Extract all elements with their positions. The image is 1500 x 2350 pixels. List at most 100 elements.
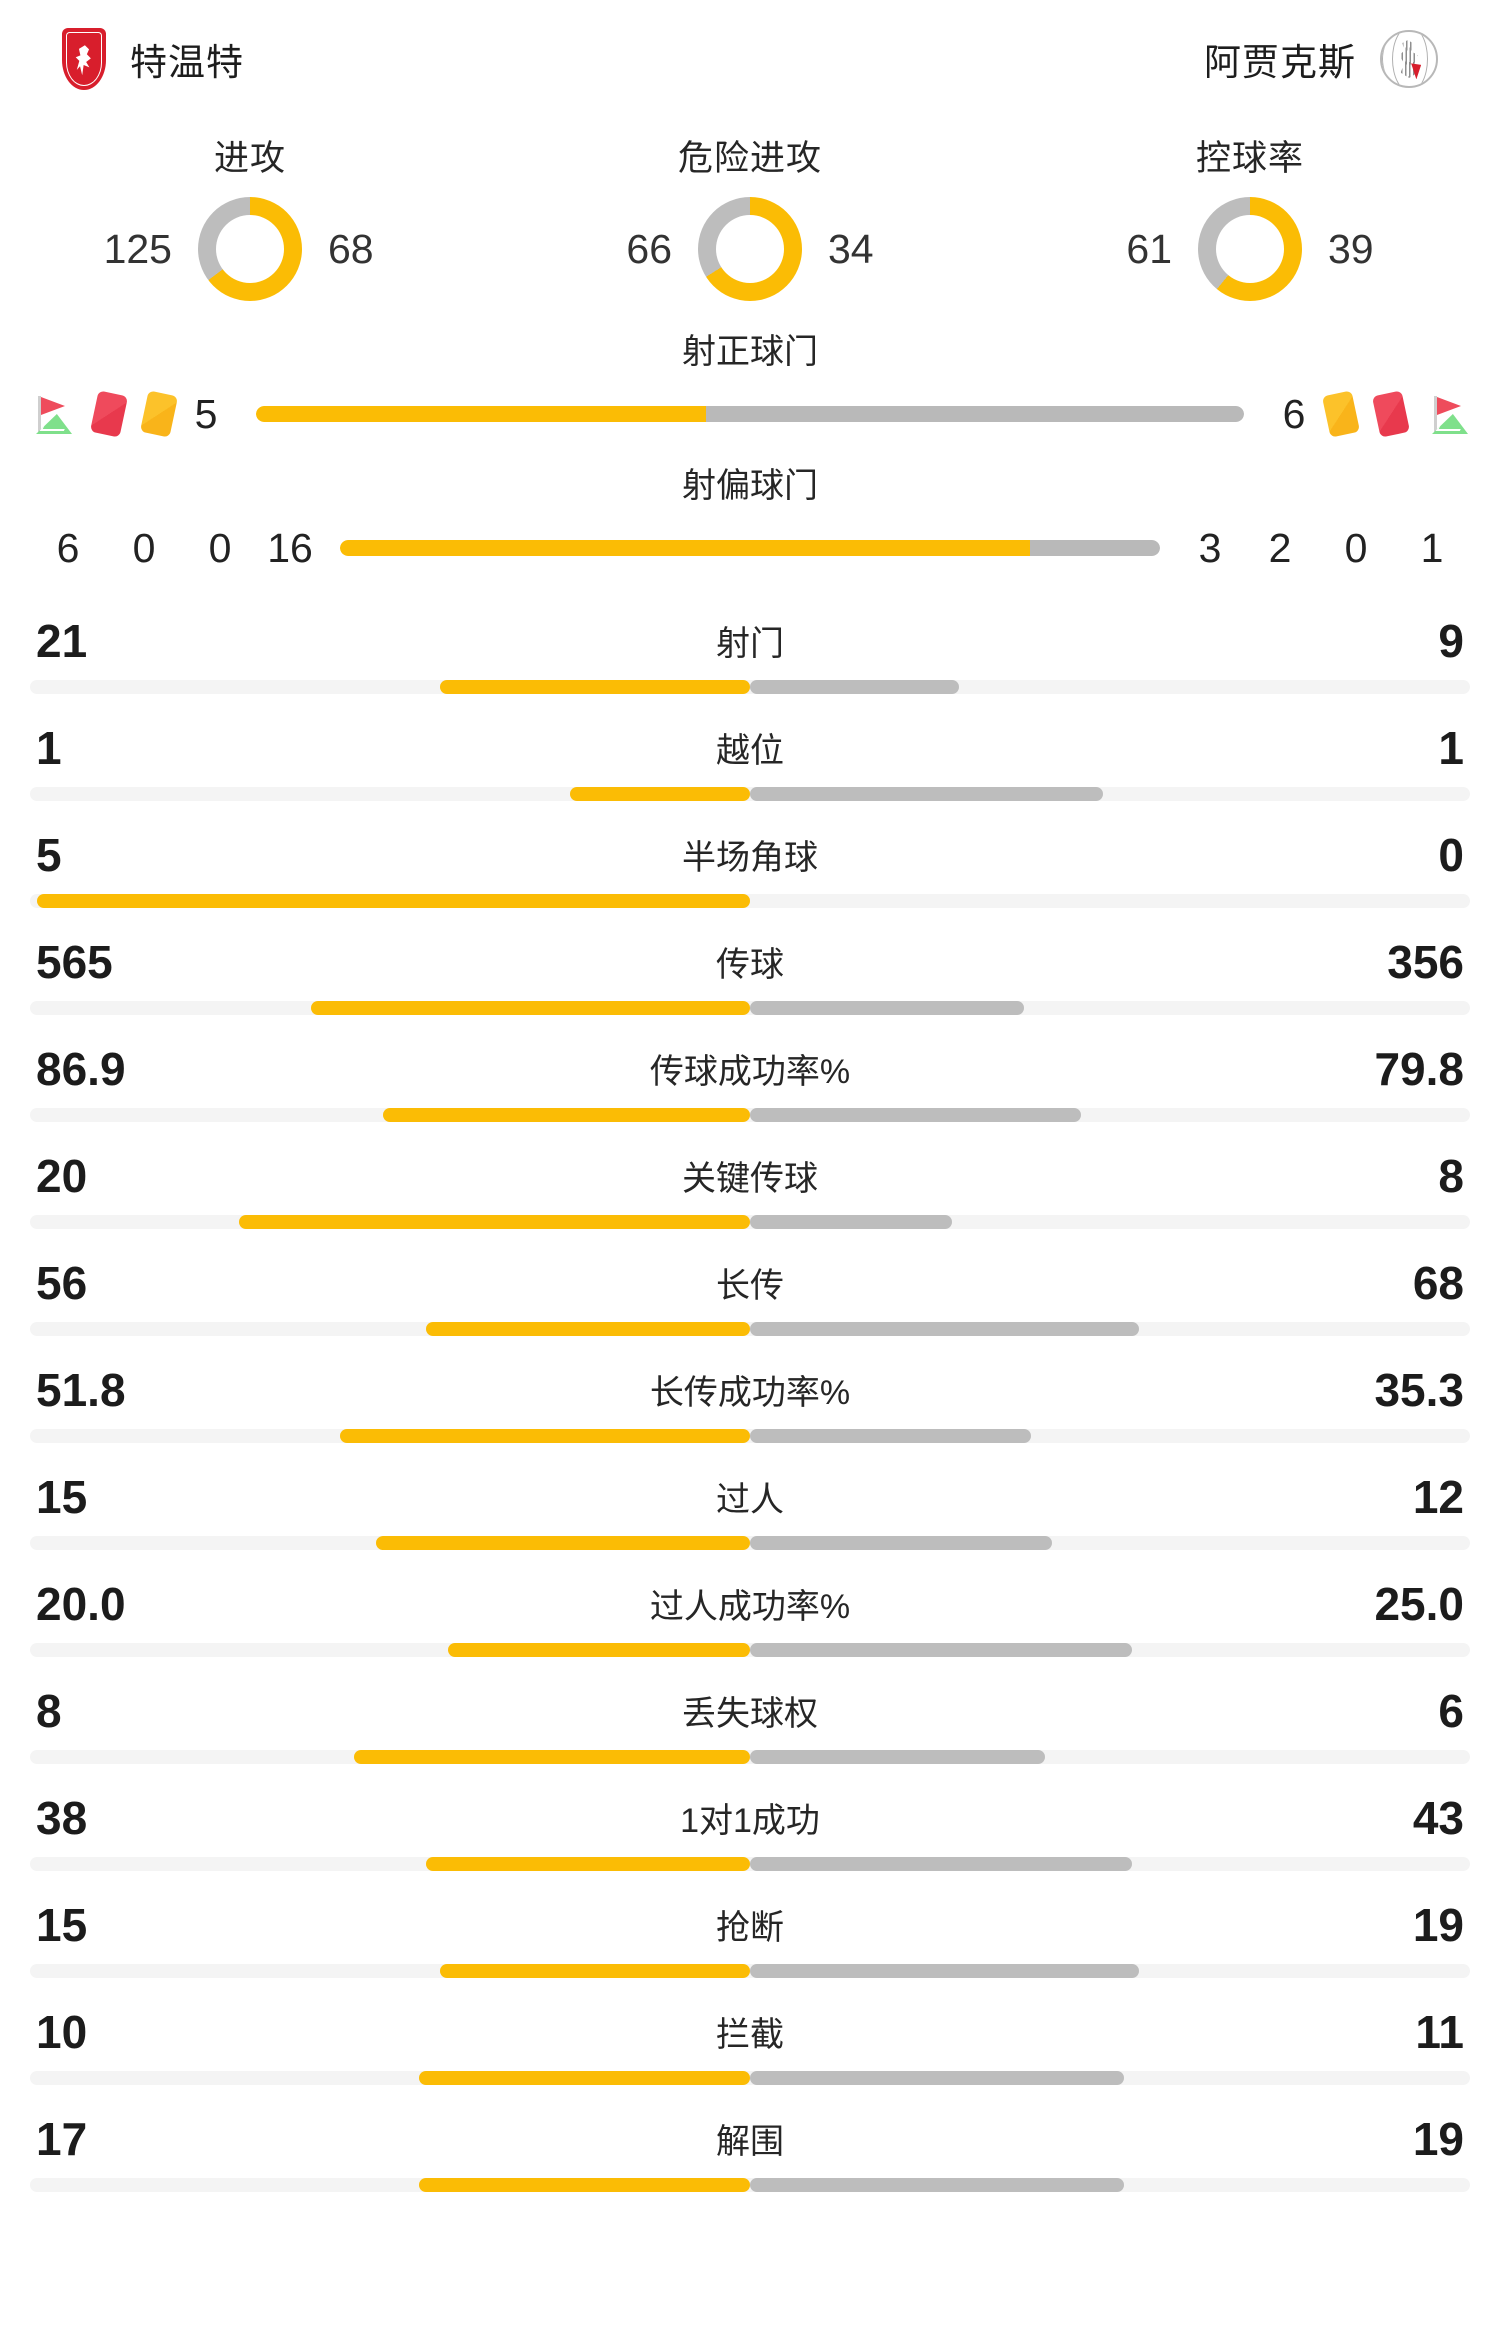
corner-flag-icon [1426, 392, 1470, 436]
stat-home-value: 15 [36, 1899, 88, 1951]
donut-away-value: 68 [328, 225, 374, 272]
bar-away-fill [750, 1215, 952, 1229]
bar-away-fill [750, 1536, 1053, 1550]
shots-off-target-away: 3 [1198, 524, 1222, 571]
table-row: 10 拦截 11 [30, 1987, 1470, 2094]
table-row: 56 长传 68 [30, 1238, 1470, 1345]
shots-on-target-bar [256, 406, 1244, 422]
bar-home-fill [418, 2071, 750, 2085]
away-red-card-count: 0 [1344, 524, 1368, 571]
stat-label: 1对1成功 [680, 1802, 820, 1840]
bar-home-fill [382, 1108, 750, 1122]
bar-home-fill [354, 1750, 750, 1764]
stat-label: 传球 [716, 946, 784, 984]
ajax-crest-icon [1380, 30, 1438, 88]
bar-home-fill [310, 1001, 750, 1015]
stat-home-value: 5 [36, 829, 62, 881]
bar-home-fill [256, 406, 706, 422]
stat-label: 半场角球 [682, 839, 818, 877]
table-row: 17 解围 19 [30, 2094, 1470, 2201]
stat-home-value: 86.9 [36, 1043, 126, 1095]
stat-home-value: 20 [36, 1150, 88, 1202]
stat-bar-track [30, 680, 1470, 694]
shots-off-target-label: 射偏球门 [682, 467, 818, 505]
bar-home-fill [339, 1429, 750, 1443]
donut-chart [198, 197, 302, 301]
stat-label: 过人 [716, 1481, 784, 1519]
stat-label: 关键传球 [682, 1160, 818, 1198]
shots-on-target-row: 5 6 [30, 370, 1470, 458]
red-card-icon [89, 390, 129, 438]
shots-off-target-home: 16 [267, 524, 313, 571]
yellow-card-icon [1321, 390, 1361, 438]
shots-on-target-label: 射正球门 [682, 333, 818, 371]
stat-away-value: 43 [1412, 1792, 1464, 1844]
bar-home-fill [375, 1536, 750, 1550]
table-row: 5 半场角球 0 [30, 810, 1470, 917]
home-corner-count: 6 [56, 524, 80, 571]
bar-away-fill [750, 1857, 1132, 1871]
stat-away-value: 356 [1387, 936, 1464, 988]
donut-home-value: 61 [1126, 225, 1172, 272]
away-team: 阿贾克斯 [1204, 30, 1438, 88]
home-discipline-values: 6 0 0 [30, 525, 258, 572]
home-team-name: 特温特 [130, 42, 244, 83]
table-row: 86.9 传球成功率% 79.8 [30, 1024, 1470, 1131]
stat-away-value: 68 [1412, 1257, 1464, 1309]
bar-home-fill [440, 1964, 750, 1978]
stat-label: 长传成功率% [649, 1374, 851, 1412]
stat-away-value: 19 [1412, 1899, 1464, 1951]
bar-away-fill [1030, 540, 1160, 556]
stat-label: 过人成功率% [649, 1588, 851, 1626]
table-row: 21 射门 9 [30, 596, 1470, 703]
home-yellow-card-count: 0 [208, 524, 232, 571]
bar-away-fill [750, 1001, 1024, 1015]
table-row: 38 1对1成功 43 [30, 1773, 1470, 1880]
table-row: 20 关键传球 8 [30, 1131, 1470, 1238]
bar-away-fill [750, 680, 959, 694]
stat-home-value: 20.0 [36, 1578, 126, 1630]
table-row: 15 过人 12 [30, 1452, 1470, 1559]
stat-away-value: 35.3 [1374, 1364, 1464, 1416]
bar-away-fill [750, 1964, 1139, 1978]
bar-away-fill [750, 2178, 1125, 2192]
stat-away-value: 19 [1412, 2113, 1464, 2165]
bar-away-fill [750, 1322, 1139, 1336]
donut-away-value: 34 [828, 225, 874, 272]
match-header: 特温特 阿贾克斯 [0, 0, 1500, 118]
bar-away-fill [750, 1643, 1132, 1657]
stat-list: 21 射门 9 1 越位 1 5 半场角球 0 565 传球 356 [0, 592, 1500, 2201]
donut-title: 控球率 [1195, 139, 1304, 178]
stat-bar-track [30, 1429, 1470, 1443]
stat-home-value: 8 [36, 1685, 62, 1737]
shots-on-target-home: 5 [194, 390, 218, 437]
donut-home-value: 125 [103, 225, 172, 272]
away-discipline-values: 2 0 1 [1242, 525, 1470, 572]
table-row: 8 丢失球权 6 [30, 1666, 1470, 1773]
shots-off-target-row: 6 0 0 16 3 2 0 1 [30, 504, 1470, 592]
stat-bar-track [30, 1108, 1470, 1122]
table-row: 51.8 长传成功率% 35.3 [30, 1345, 1470, 1452]
bar-home-fill [447, 1643, 750, 1657]
stat-away-value: 8 [1438, 1150, 1464, 1202]
stat-away-value: 1 [1438, 722, 1464, 774]
table-row: 565 传球 356 [30, 917, 1470, 1024]
fc-twente-crest-icon [62, 28, 106, 90]
donut-title: 危险进攻 [677, 139, 822, 178]
stat-bar-track [30, 1001, 1470, 1015]
stat-home-value: 38 [36, 1792, 88, 1844]
donut-chart [698, 197, 802, 301]
stat-away-value: 0 [1438, 829, 1464, 881]
bar-away-fill [750, 2071, 1125, 2085]
donut-chart [1198, 197, 1302, 301]
away-team-name: 阿贾克斯 [1204, 42, 1356, 83]
red-card-icon [1371, 390, 1411, 438]
bar-home-fill [440, 680, 750, 694]
bar-home-fill [37, 894, 750, 908]
stat-away-value: 79.8 [1374, 1043, 1464, 1095]
bar-home-fill [426, 1857, 750, 1871]
donut-dangerous-attack: 危险进攻 66 34 [500, 130, 1000, 318]
corner-flag-icon [30, 392, 74, 436]
stat-label: 拦截 [716, 2016, 784, 2054]
away-yellow-card-count: 2 [1268, 524, 1292, 571]
